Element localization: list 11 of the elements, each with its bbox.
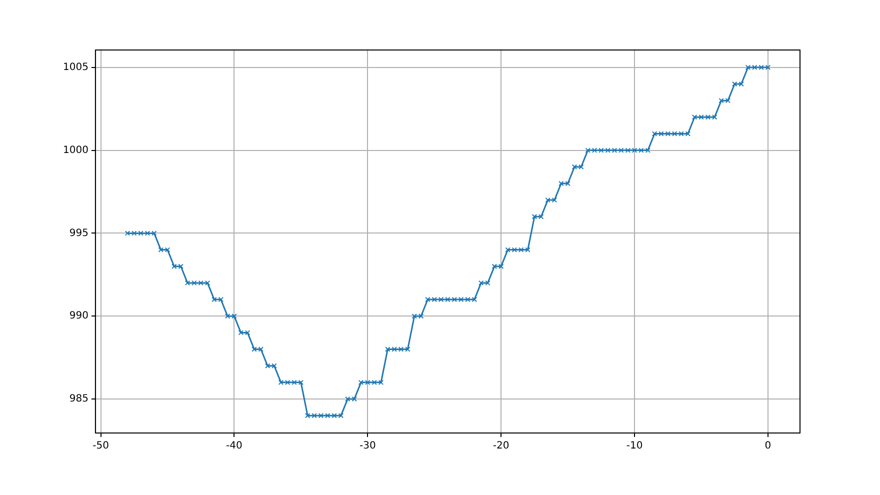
x-tick-label: -30 — [359, 440, 376, 452]
y-tick-label: 1000 — [62, 144, 88, 156]
y-tick-label: 995 — [69, 228, 88, 239]
x-tick-label: -20 — [492, 440, 510, 452]
y-tick-label: 1005 — [62, 62, 88, 74]
x-tick-label: 0 — [764, 440, 772, 452]
x-tick-label: -50 — [92, 440, 109, 452]
y-tick-label: 985 — [69, 394, 88, 405]
x-tick-label: -10 — [626, 440, 643, 452]
x-tick-label: -40 — [226, 440, 242, 452]
y-tick-label: 990 — [69, 310, 88, 322]
